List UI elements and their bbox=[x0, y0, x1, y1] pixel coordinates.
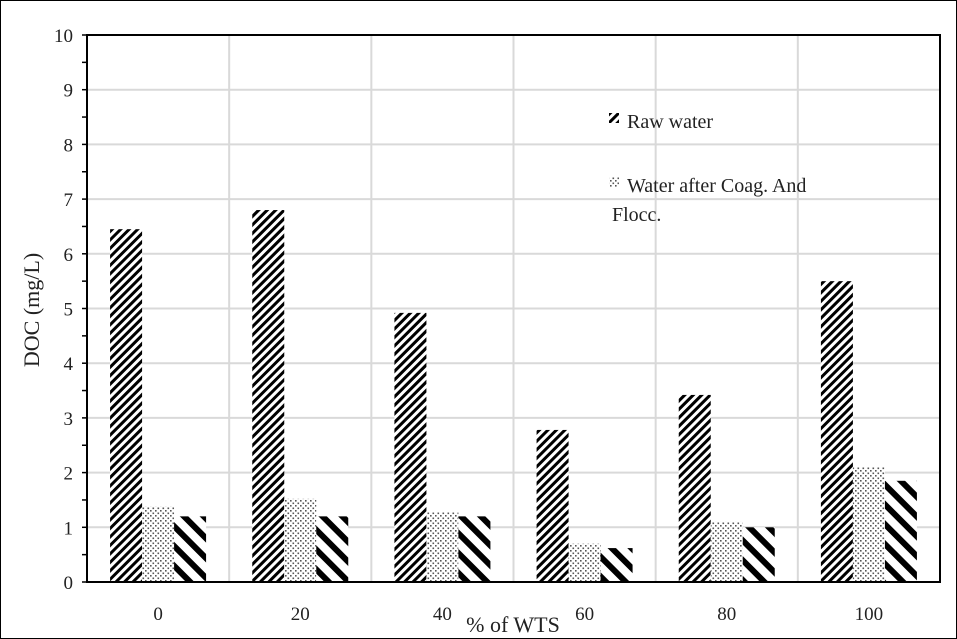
y-tick-label: 3 bbox=[64, 409, 74, 430]
bar-dots-0 bbox=[142, 506, 175, 582]
bar-wide-diagonal-20 bbox=[316, 516, 349, 582]
y-tick-label: 1 bbox=[64, 518, 74, 539]
x-axis-title: % of WTS bbox=[466, 612, 560, 637]
legend-label: Raw water bbox=[627, 111, 713, 133]
bar-wide-diagonal-80 bbox=[742, 527, 775, 582]
bar-wide-diagonal-0 bbox=[174, 516, 207, 582]
bar-dense-diagonal-20 bbox=[252, 210, 285, 583]
bar-wide-diagonal-60 bbox=[600, 548, 633, 582]
y-tick-label: 6 bbox=[64, 245, 74, 266]
y-tick-label: 9 bbox=[64, 81, 74, 102]
bar-dots-20 bbox=[284, 498, 317, 582]
y-tick-label: 8 bbox=[64, 135, 74, 156]
bar-dots-40 bbox=[426, 512, 459, 582]
axes bbox=[82, 34, 941, 583]
y-tick-label: 2 bbox=[64, 464, 74, 485]
y-tick-label: 5 bbox=[64, 300, 74, 321]
x-tick-label: 40 bbox=[433, 604, 452, 625]
grid-lines bbox=[87, 34, 940, 583]
legend-label: Water after Coag. And bbox=[627, 175, 806, 197]
bar-dense-diagonal-100 bbox=[820, 281, 853, 582]
x-tick-label: 100 bbox=[855, 604, 884, 625]
legend-label: Flocc. bbox=[612, 204, 661, 226]
y-axis-title: DOC (mg/L) bbox=[19, 253, 44, 367]
x-tick-label: 20 bbox=[291, 604, 310, 625]
bar-dots-100 bbox=[852, 467, 885, 582]
legend-swatch-dots bbox=[609, 177, 619, 187]
bar-dots-60 bbox=[568, 543, 601, 582]
bar-dense-diagonal-80 bbox=[678, 394, 711, 582]
bar-wide-diagonal-40 bbox=[458, 516, 491, 582]
bar-dense-diagonal-0 bbox=[110, 229, 143, 582]
bars bbox=[110, 210, 917, 583]
bar-dense-diagonal-40 bbox=[394, 312, 427, 582]
x-tick-label: 80 bbox=[717, 604, 736, 625]
bar-dots-80 bbox=[710, 521, 743, 582]
y-tick-label: 7 bbox=[64, 190, 74, 211]
x-tick-label: 60 bbox=[575, 604, 594, 625]
bar-dense-diagonal-60 bbox=[536, 429, 569, 582]
legend: Raw water Water after Coag. And Flocc. bbox=[609, 111, 806, 226]
y-tick-label: 10 bbox=[54, 26, 73, 47]
y-tick-label: 4 bbox=[64, 354, 74, 375]
legend-swatch-dense-diagonal bbox=[609, 113, 619, 123]
y-tick-label: 0 bbox=[64, 573, 74, 594]
bar-wide-diagonal-100 bbox=[884, 480, 917, 582]
x-tick-label: 0 bbox=[153, 604, 163, 625]
